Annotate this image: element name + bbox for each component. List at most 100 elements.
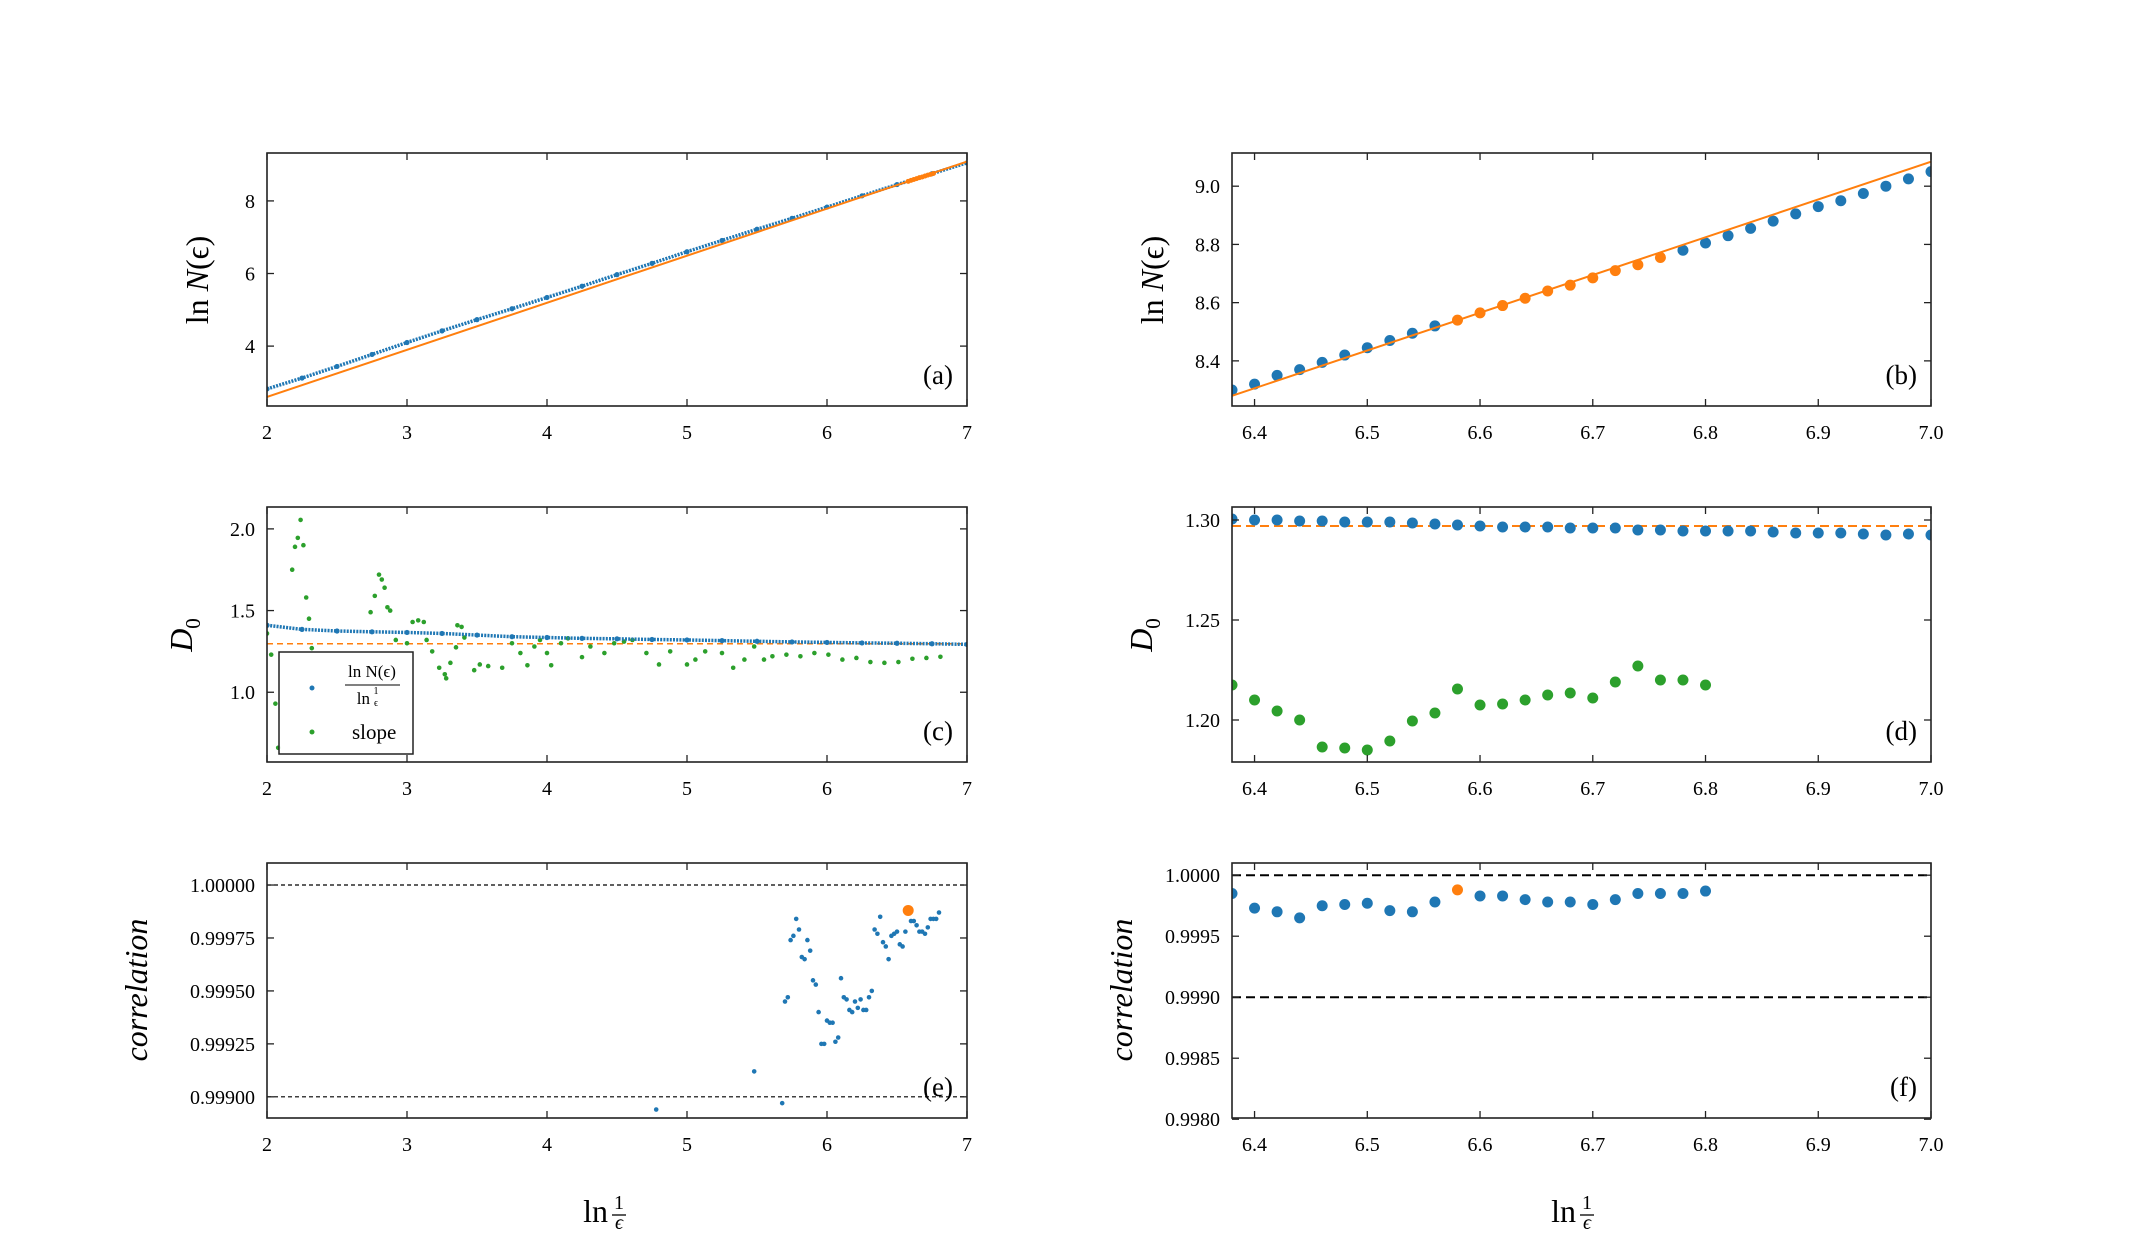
data-point	[1564, 896, 1576, 908]
axes-frame	[1231, 152, 1932, 407]
data-point	[1384, 516, 1396, 528]
data-point	[1700, 679, 1712, 691]
data-point	[1564, 687, 1576, 699]
ylabel-c: D0	[163, 618, 205, 653]
data-point	[273, 701, 278, 706]
panel-a: 2 3 4 5 6 7 4 6 8 (a)	[245, 152, 972, 444]
data-point	[1294, 714, 1306, 726]
data-point	[812, 650, 817, 656]
x-tick-label: 7	[962, 778, 972, 800]
legend-ratio-den-den: ϵ	[374, 698, 378, 709]
plot-area-f	[1232, 874, 1931, 999]
data-point	[429, 649, 435, 654]
data-point	[810, 978, 816, 983]
y-tick-label: 0.9985	[1165, 1048, 1220, 1070]
data-point	[1474, 890, 1486, 902]
data-point	[719, 237, 725, 244]
plot-area-c	[267, 517, 967, 751]
data-point	[1232, 513, 1238, 525]
data-point	[1316, 741, 1328, 753]
data-point	[1497, 300, 1509, 312]
data-point	[1677, 674, 1689, 686]
data-point	[730, 665, 736, 671]
data-point	[1722, 525, 1734, 537]
y-tick-label: 0.9980	[1165, 1109, 1220, 1131]
data-point	[1542, 285, 1554, 297]
data-point	[1835, 527, 1847, 539]
data-point	[1925, 529, 1931, 541]
data-point	[1271, 906, 1283, 918]
data-point	[1542, 521, 1554, 533]
data-point	[1339, 898, 1351, 910]
data-point	[896, 659, 901, 665]
data-point	[793, 916, 799, 922]
data-point	[1542, 689, 1554, 701]
data-point	[824, 639, 830, 646]
data-point	[579, 654, 585, 660]
data-point	[372, 593, 378, 599]
data-point	[1609, 265, 1621, 277]
data-point	[1339, 516, 1351, 528]
x-tick-label: 2	[262, 778, 272, 800]
data-point	[1451, 314, 1463, 326]
data-point	[1812, 527, 1824, 539]
x-tick-label: 6.7	[1580, 422, 1605, 444]
data-point	[518, 650, 523, 656]
data-point	[1767, 526, 1779, 538]
ylabel-b: ln N(ϵ)	[1134, 236, 1170, 325]
data-point	[1677, 244, 1689, 256]
x-tick-label: 6.4	[1242, 422, 1267, 444]
data-point	[770, 654, 775, 659]
x-tick-label: 5	[682, 422, 692, 444]
data-point	[1632, 660, 1644, 672]
data-point	[602, 650, 607, 656]
legend-ratio-num: ln N(ϵ)	[348, 662, 396, 681]
data-point	[376, 572, 382, 577]
data-point	[532, 644, 537, 649]
data-point	[1497, 698, 1509, 710]
data-point	[789, 639, 795, 645]
data-point	[925, 925, 931, 930]
y-tick-label: 1.20	[1185, 710, 1220, 732]
data-point	[667, 649, 673, 654]
data-point	[1519, 292, 1531, 304]
axes-frame	[266, 862, 968, 1119]
data-point	[1271, 514, 1283, 526]
y-tick-label: 8.4	[1195, 351, 1220, 373]
data-point	[379, 577, 385, 582]
data-point	[930, 171, 936, 177]
data-point	[544, 650, 550, 656]
data-point	[1474, 307, 1486, 319]
data-point	[1474, 520, 1486, 532]
data-point	[826, 652, 831, 657]
y-tick-label: 1.00000	[190, 875, 255, 897]
data-point	[1654, 674, 1666, 686]
legend-marker-ratio	[309, 685, 315, 691]
data-point	[382, 585, 387, 590]
plot-area-a	[267, 160, 967, 398]
data-point	[1451, 683, 1463, 695]
data-point	[443, 676, 449, 681]
data-point	[1812, 201, 1824, 213]
legend-ratio-den-num: 1	[374, 686, 379, 697]
fit-line	[1232, 160, 1931, 397]
legend-slope-label: slope	[352, 720, 396, 744]
data-point	[684, 637, 690, 643]
y-tick-label: 1.0	[230, 682, 255, 704]
data-point	[816, 1009, 821, 1015]
data-point	[1474, 699, 1486, 711]
data-point	[455, 622, 460, 628]
xlabel-left: ln 1 ϵ	[583, 1192, 626, 1234]
data-point	[929, 641, 935, 647]
data-point	[292, 544, 298, 550]
ylabel-d: D0	[1123, 618, 1165, 653]
data-point	[1654, 524, 1666, 536]
data-point	[1429, 896, 1441, 908]
xlabel-right: ln 1 ϵ	[1551, 1192, 1594, 1234]
data-point	[854, 655, 859, 661]
data-point	[558, 640, 564, 646]
data-point	[268, 652, 274, 657]
panel-label: (d)	[1886, 716, 1917, 746]
y-tick-label: 1.0000	[1165, 865, 1220, 887]
x-tick-label: 6	[822, 778, 832, 800]
